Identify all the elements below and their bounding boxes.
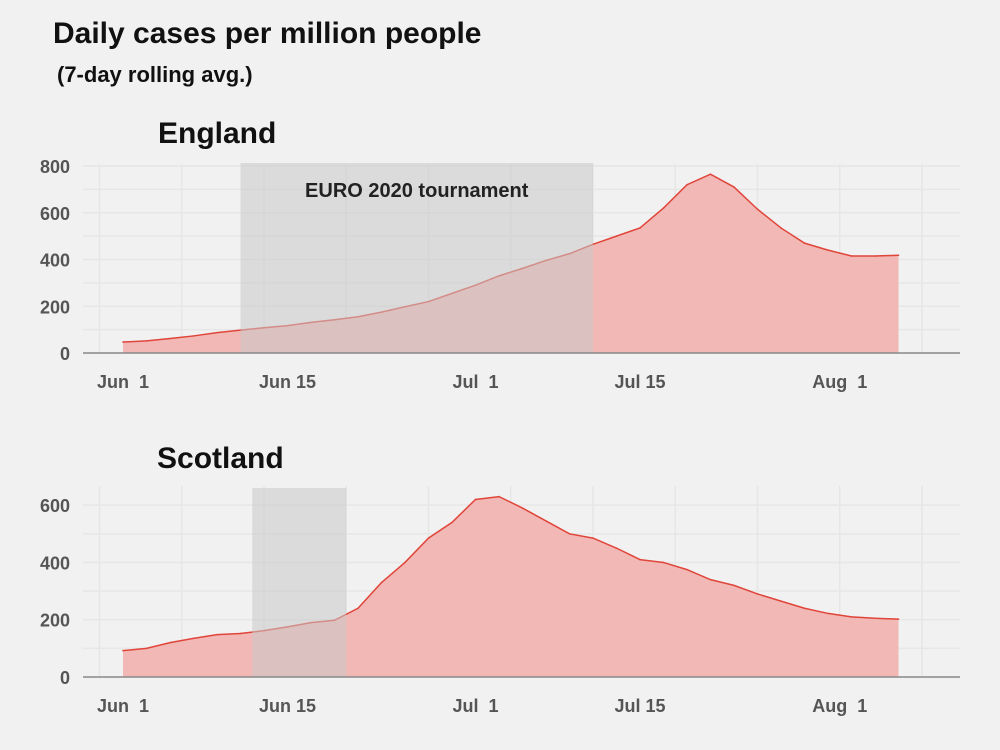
x-tick-label: Jul 15 — [614, 372, 665, 392]
data-point — [803, 242, 806, 244]
data-point — [686, 568, 688, 571]
data-point — [733, 584, 735, 587]
data-point — [897, 254, 900, 257]
y-tick-label: 400 — [40, 251, 70, 271]
data-point — [380, 581, 383, 584]
data-point — [192, 637, 195, 640]
x-tick-label: Jul 1 — [452, 696, 498, 716]
panel-title: England — [158, 117, 276, 150]
data-point — [169, 337, 171, 340]
data-point — [216, 633, 218, 636]
data-point — [216, 331, 218, 334]
data-point — [850, 255, 853, 257]
x-tick-label: Jul 15 — [614, 696, 665, 716]
data-point — [780, 227, 782, 229]
data-point — [122, 649, 124, 652]
data-point — [897, 618, 900, 620]
x-tick-label: Jul 1 — [452, 372, 498, 392]
data-point — [709, 173, 712, 175]
y-tick-label: 0 — [60, 344, 70, 364]
data-point — [827, 612, 829, 615]
data-point — [568, 533, 571, 535]
cases-area — [123, 496, 899, 677]
data-point — [357, 607, 359, 610]
data-point — [662, 207, 665, 209]
data-point — [592, 537, 594, 539]
data-point — [639, 227, 641, 229]
data-point — [192, 335, 195, 337]
data-point — [169, 641, 171, 644]
data-point — [874, 255, 876, 257]
panel-title: Scotland — [157, 442, 284, 475]
data-point — [756, 208, 759, 211]
y-tick-label: 600 — [40, 204, 70, 224]
data-point — [709, 578, 712, 581]
data-point — [639, 558, 641, 561]
chart-subtitle: (7-day rolling avg.) — [57, 62, 253, 87]
data-point — [686, 183, 688, 186]
data-point — [615, 547, 618, 549]
data-point — [404, 561, 406, 564]
y-tick-label: 0 — [60, 668, 70, 688]
y-tick-label: 400 — [40, 553, 70, 573]
data-point — [756, 593, 759, 595]
data-point — [827, 249, 829, 251]
data-point — [145, 340, 148, 342]
y-tick-label: 800 — [40, 157, 70, 177]
data-point — [545, 520, 547, 522]
data-point — [145, 647, 148, 650]
data-point — [521, 507, 524, 509]
cases-area — [123, 174, 899, 353]
data-point — [451, 521, 453, 524]
x-tick-label: Jun 15 — [259, 372, 316, 392]
panel-england: England EURO 2020 tournament 0 200 400 600 800… — [40, 117, 960, 392]
data-point — [874, 617, 876, 620]
y-tick-label: 200 — [40, 297, 70, 317]
data-point — [803, 607, 806, 610]
data-point — [239, 632, 242, 635]
x-tick-label: Aug 1 — [812, 696, 867, 716]
x-tick-label: Jun 15 — [259, 696, 316, 716]
data-point — [662, 561, 665, 564]
data-point — [850, 616, 853, 618]
tournament-label: EURO 2020 tournament — [305, 180, 529, 202]
data-point — [498, 495, 500, 498]
x-tick-label: Jun 1 — [97, 372, 149, 392]
y-tick-label: 200 — [40, 611, 70, 631]
data-point — [474, 498, 477, 501]
panel-scotland: Scotland 0 200 400 600 Jun 1 Jun 15 Jul 1 Jul 15… — [40, 442, 960, 716]
tournament-shade — [252, 488, 347, 677]
y-tick-label: 600 — [40, 496, 70, 516]
data-point — [615, 235, 618, 237]
x-tick-label: Jun 1 — [97, 696, 149, 716]
x-tick-label: Aug 1 — [812, 372, 867, 392]
tournament-shade — [240, 163, 593, 353]
data-point — [122, 341, 124, 343]
chart-title: Daily cases per million people — [53, 17, 482, 50]
data-point — [733, 186, 735, 188]
data-point — [780, 600, 782, 602]
data-point — [427, 537, 430, 539]
